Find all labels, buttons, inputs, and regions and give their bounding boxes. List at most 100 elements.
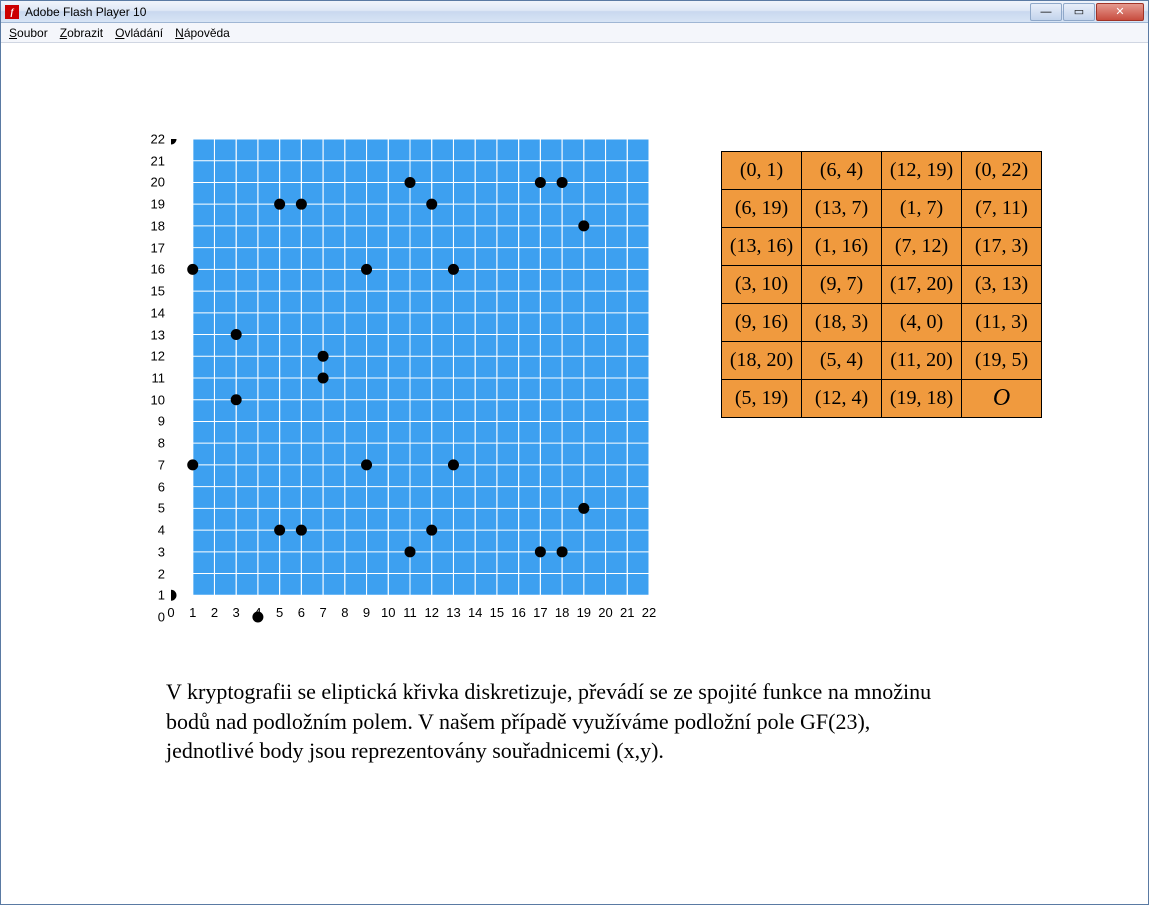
content-area: 012345678910111213141516171819202122 012… — [1, 43, 1148, 904]
description-text: V kryptografii se eliptická křivka diskr… — [166, 677, 946, 766]
y-tick-label: 11 — [152, 371, 166, 386]
table-row: (0, 1)(6, 4)(12, 19)(0, 22) — [722, 152, 1042, 190]
table-cell: (6, 19) — [722, 190, 802, 228]
table-cell: (9, 7) — [802, 266, 882, 304]
table-cell: (17, 20) — [882, 266, 962, 304]
y-tick-label: 9 — [158, 414, 165, 429]
y-tick-label: 22 — [151, 132, 165, 147]
table-cell: (3, 10) — [722, 266, 802, 304]
x-tick-label: 16 — [511, 605, 525, 620]
table-cell: (19, 5) — [962, 342, 1042, 380]
x-tick-label: 22 — [642, 605, 656, 620]
y-tick-label: 19 — [151, 197, 165, 212]
y-tick-label: 10 — [151, 392, 165, 407]
menu-item-1[interactable]: Zobrazit — [60, 26, 103, 40]
table-cell: (11, 20) — [882, 342, 962, 380]
y-tick-label: 18 — [151, 218, 165, 233]
points-table: (0, 1)(6, 4)(12, 19)(0, 22)(6, 19)(13, 7… — [721, 151, 1042, 418]
y-tick-label: 8 — [158, 436, 165, 451]
x-tick-label: 10 — [381, 605, 395, 620]
table-row: (6, 19)(13, 7)(1, 7)(7, 11) — [722, 190, 1042, 228]
y-tick-label: 16 — [151, 262, 165, 277]
y-tick-label: 7 — [158, 457, 165, 472]
y-tick-label: 3 — [158, 544, 165, 559]
table-cell: (11, 3) — [962, 304, 1042, 342]
table-cell: (12, 19) — [882, 152, 962, 190]
close-button[interactable]: ✕ — [1096, 3, 1144, 21]
y-tick-label: 2 — [158, 566, 165, 581]
table-row: (13, 16)(1, 16)(7, 12)(17, 3) — [722, 228, 1042, 266]
table-cell: (0, 22) — [962, 152, 1042, 190]
window-controls: — ▭ ✕ — [1029, 3, 1144, 21]
y-tick-label: 15 — [151, 284, 165, 299]
y-tick-label: 20 — [151, 175, 165, 190]
x-tick-label: 9 — [363, 605, 370, 620]
x-tick-label: 14 — [468, 605, 482, 620]
x-tick-label: 5 — [276, 605, 283, 620]
table-cell: (7, 12) — [882, 228, 962, 266]
y-tick-label: 12 — [151, 349, 165, 364]
titlebar[interactable]: f Adobe Flash Player 10 — ▭ ✕ — [1, 1, 1148, 23]
table-cell: (0, 1) — [722, 152, 802, 190]
y-tick-label: 0 — [158, 610, 165, 625]
x-tick-label: 7 — [319, 605, 326, 620]
x-tick-label: 0 — [167, 605, 174, 620]
table-cell: (12, 4) — [802, 380, 882, 418]
y-tick-label: 13 — [151, 327, 165, 342]
app-window: f Adobe Flash Player 10 — ▭ ✕ Soubor Zobr… — [0, 0, 1149, 905]
table-cell: (7, 11) — [962, 190, 1042, 228]
y-tick-label: 21 — [151, 153, 165, 168]
menu-item-2[interactable]: Ovládání — [115, 26, 163, 40]
x-tick-label: 3 — [233, 605, 240, 620]
maximize-button[interactable]: ▭ — [1063, 3, 1095, 21]
x-tick-label: 11 — [403, 605, 417, 620]
x-tick-label: 20 — [598, 605, 612, 620]
x-tick-label: 8 — [341, 605, 348, 620]
y-tick-label: 17 — [151, 240, 165, 255]
table-cell: (13, 7) — [802, 190, 882, 228]
table-cell: (6, 4) — [802, 152, 882, 190]
table-cell: (4, 0) — [882, 304, 962, 342]
table-cell: (18, 20) — [722, 342, 802, 380]
scatter-chart — [171, 139, 669, 637]
x-tick-label: 13 — [446, 605, 460, 620]
x-tick-label: 2 — [211, 605, 218, 620]
table-cell: (18, 3) — [802, 304, 882, 342]
flash-icon: f — [5, 5, 19, 19]
y-tick-label: 5 — [158, 501, 165, 516]
table-row: (5, 19)(12, 4)(19, 18)O — [722, 380, 1042, 418]
x-tick-label: 17 — [533, 605, 547, 620]
window-title: Adobe Flash Player 10 — [25, 5, 1029, 19]
points-table-wrap: (0, 1)(6, 4)(12, 19)(0, 22)(6, 19)(13, 7… — [721, 151, 1042, 418]
table-cell: (5, 4) — [802, 342, 882, 380]
y-tick-label: 14 — [151, 305, 165, 320]
x-tick-label: 19 — [577, 605, 591, 620]
table-cell: (3, 13) — [962, 266, 1042, 304]
table-cell: (17, 3) — [962, 228, 1042, 266]
x-tick-label: 15 — [490, 605, 504, 620]
menubar: Soubor Zobrazit Ovládání Nápověda — [1, 23, 1148, 43]
x-tick-label: 6 — [298, 605, 305, 620]
menu-item-3[interactable]: Nápověda — [175, 26, 230, 40]
x-tick-label: 18 — [555, 605, 569, 620]
table-row: (18, 20)(5, 4)(11, 20)(19, 5) — [722, 342, 1042, 380]
table-row: (9, 16)(18, 3)(4, 0)(11, 3) — [722, 304, 1042, 342]
table-cell: (13, 16) — [722, 228, 802, 266]
table-cell: (19, 18) — [882, 380, 962, 418]
table-cell: (5, 19) — [722, 380, 802, 418]
flash-icon-letter: f — [11, 7, 14, 17]
x-tick-label: 4 — [254, 605, 261, 620]
table-row: (3, 10)(9, 7)(17, 20)(3, 13) — [722, 266, 1042, 304]
menu-item-0[interactable]: Soubor — [9, 26, 48, 40]
y-tick-label: 1 — [158, 588, 165, 603]
table-cell: O — [962, 380, 1042, 418]
minimize-button[interactable]: — — [1030, 3, 1062, 21]
table-cell: (1, 7) — [882, 190, 962, 228]
table-cell: (1, 16) — [802, 228, 882, 266]
x-tick-label: 12 — [424, 605, 438, 620]
y-tick-label: 6 — [158, 479, 165, 494]
x-tick-label: 1 — [189, 605, 196, 620]
y-tick-label: 4 — [158, 523, 165, 538]
x-tick-label: 21 — [620, 605, 634, 620]
table-cell: (9, 16) — [722, 304, 802, 342]
